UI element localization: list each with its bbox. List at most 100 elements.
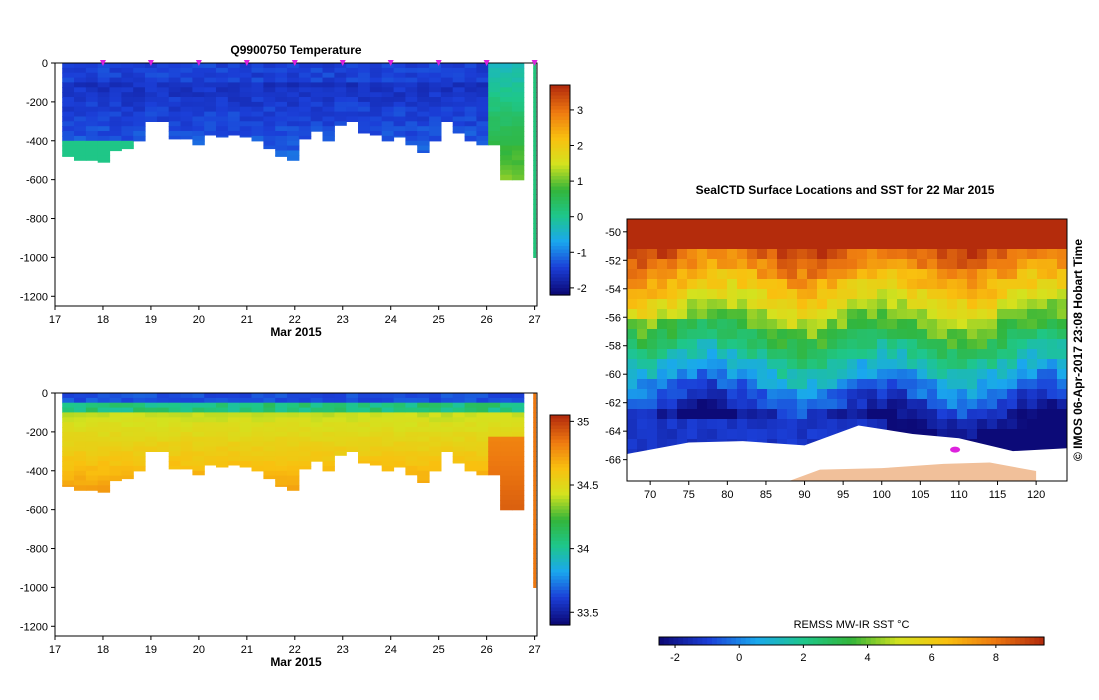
sst-cell (657, 299, 668, 310)
heatmap-cell (346, 407, 359, 414)
heatmap-cell (298, 465, 312, 470)
heatmap-cell (440, 402, 454, 409)
heatmap-cell (381, 417, 395, 423)
sst-cell (647, 379, 658, 390)
sst-cell (937, 319, 948, 330)
heatmap-cell (310, 77, 324, 84)
sst-cell (757, 349, 768, 360)
heatmap-cell (358, 402, 371, 409)
sst-cell (777, 429, 788, 440)
heatmap-cell (180, 67, 193, 74)
heatmap-cell (109, 126, 122, 132)
sst-cell (827, 309, 838, 320)
heatmap-cell (488, 72, 501, 79)
sst-cell (957, 249, 968, 260)
heatmap-cell (133, 412, 146, 418)
heatmap-cell (405, 87, 418, 93)
heatmap-cell (488, 431, 501, 438)
sst-cell (707, 349, 718, 360)
heatmap-cell (145, 407, 158, 414)
heatmap-cell (464, 97, 477, 103)
sst-cell (937, 279, 948, 290)
sst-cell (847, 399, 858, 410)
heatmap-cell (275, 417, 288, 423)
sst-cell (1007, 309, 1018, 320)
sst-cell (787, 409, 798, 420)
sst-cell (1047, 349, 1058, 360)
colorbar-segment (813, 637, 819, 645)
heatmap-cell (109, 140, 122, 147)
sst-cell (677, 319, 688, 330)
heatmap-cell (251, 63, 264, 69)
heatmap-cell (287, 150, 300, 156)
heatmap-cell (156, 82, 170, 88)
colorbar-segment (550, 288, 570, 293)
heatmap-cell (346, 92, 359, 98)
heatmap-cell (393, 111, 406, 118)
colorbar-segment (550, 611, 570, 616)
heatmap-cell (533, 140, 537, 147)
sst-cell (857, 219, 868, 230)
sst-cell (847, 289, 858, 300)
heatmap-cell (369, 63, 383, 69)
heatmap-cell (511, 145, 525, 152)
sst-cell (767, 389, 778, 400)
heatmap-cell (381, 465, 395, 472)
sst-cell (847, 409, 858, 420)
heatmap-cell (381, 456, 395, 462)
sst-cell (727, 319, 738, 330)
sst-cell (637, 319, 648, 330)
heatmap-cell (97, 160, 111, 163)
sst-cell (1007, 399, 1018, 410)
sst-cell (747, 419, 758, 430)
heatmap-cell (204, 393, 217, 399)
heatmap-cell (275, 393, 288, 399)
sst-cell (967, 219, 978, 230)
heatmap-cell (381, 461, 395, 467)
sst-cell (857, 239, 868, 250)
sst-cell (757, 409, 768, 420)
sst-cell (757, 329, 768, 340)
heatmap-cell (476, 97, 489, 103)
colorbar-segment (550, 172, 570, 177)
heatmap-cell (287, 441, 300, 448)
sst-cell (667, 359, 678, 370)
heatmap-cell (298, 97, 312, 103)
sst-cell (987, 349, 998, 360)
heatmap-cell (393, 97, 406, 103)
heatmap-cell (393, 116, 406, 122)
colorbar-segment (995, 637, 1002, 645)
sst-cell (837, 329, 848, 340)
heatmap-cell (85, 106, 99, 113)
heatmap-cell (358, 121, 371, 127)
sst-cell (837, 279, 848, 290)
heatmap-cell (500, 169, 513, 176)
sst-cell (797, 289, 808, 300)
heatmap-cell (464, 393, 477, 399)
heatmap-cell (488, 101, 501, 108)
heatmap-cell (109, 131, 122, 137)
heatmap-cell (251, 111, 264, 118)
heatmap-cell (298, 461, 312, 467)
heatmap-cell (263, 135, 276, 142)
y-tick-label: -64 (605, 426, 621, 438)
sst-cell (797, 349, 808, 360)
sst-cell (877, 309, 888, 320)
heatmap-cell (334, 427, 347, 433)
sst-cell (997, 409, 1008, 420)
colorbar-tick-label: 0 (577, 212, 583, 224)
heatmap-cell (121, 465, 134, 472)
heatmap-cell (227, 97, 241, 103)
colorbar-segment (550, 450, 570, 455)
sst-cell (1047, 399, 1058, 410)
colorbar-segment (822, 637, 828, 645)
colorbar-segment (711, 637, 718, 645)
heatmap-cell (97, 106, 111, 113)
sst-cell (747, 239, 758, 250)
heatmap-cell (62, 82, 75, 88)
heatmap-cell (227, 101, 241, 108)
heatmap-cell (476, 140, 489, 146)
heatmap-cell (74, 475, 87, 482)
heatmap-cell (168, 431, 182, 438)
heatmap-cell (488, 465, 501, 472)
